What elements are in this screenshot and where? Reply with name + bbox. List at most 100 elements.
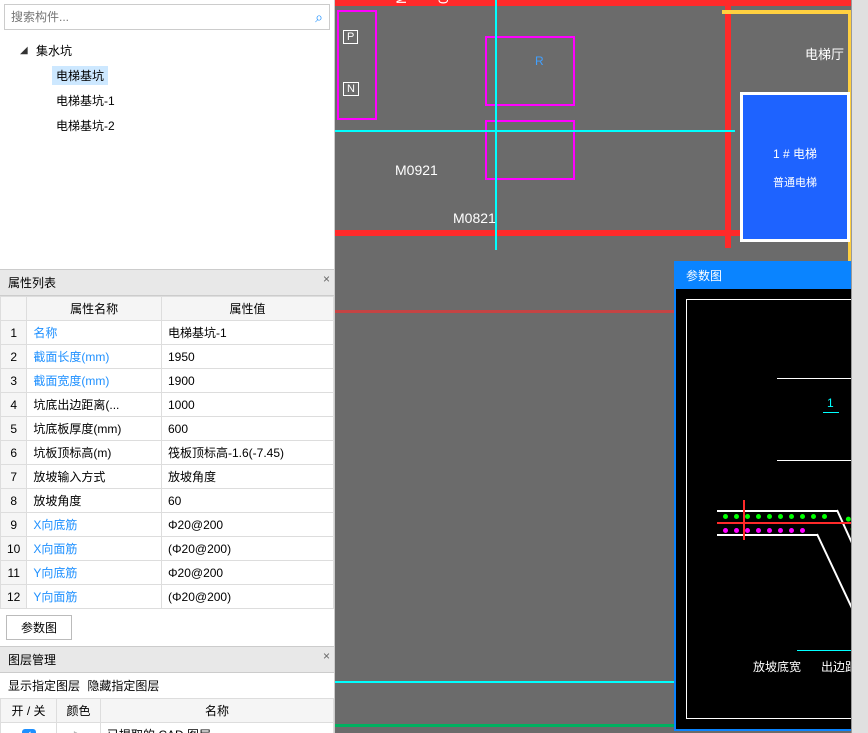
close-icon[interactable]: × — [323, 649, 330, 663]
row-number: 12 — [1, 585, 27, 609]
prop-value[interactable]: 电梯基坑-1 — [161, 321, 333, 345]
property-row[interactable]: 4坑底出边距离(...1000 — [1, 393, 334, 417]
elevator-hall-label: 电梯厅 — [805, 44, 844, 63]
layer-table: 开 / 关 颜色 名称 ✓ ▷ 已提取的 CAD 图层 ✓ ▷ CAD 原始图层 — [0, 698, 334, 733]
layer-tabs: 显示指定图层 隐藏指定图层 — [0, 673, 334, 698]
tree-label: 集水坑 — [32, 41, 76, 60]
out-edge-dist-label: 出边距离 — [821, 658, 868, 675]
door-label: M0821 — [453, 210, 496, 226]
rebar-dots — [723, 514, 827, 519]
tree-item-pit-0[interactable]: 电梯基坑 — [0, 63, 334, 88]
col-name: 名称 — [101, 699, 334, 723]
door-label: M0821 — [393, 0, 409, 4]
component-tree: ◢ 集水坑 电梯基坑 电梯基坑-1 电梯基坑-2 — [0, 34, 334, 269]
row-number: 11 — [1, 561, 27, 585]
prop-value[interactable]: Φ20@200 — [161, 513, 333, 537]
tree-root-sump[interactable]: ◢ 集水坑 — [0, 38, 334, 63]
row-number: 7 — [1, 465, 27, 489]
row-number: 8 — [1, 489, 27, 513]
prop-name: 放坡输入方式 — [27, 465, 162, 489]
grid-letter: R — [535, 54, 544, 68]
param-diagram-button[interactable]: 参数图 — [6, 615, 72, 640]
prop-value[interactable]: 放坡角度 — [161, 465, 333, 489]
tree-item-pit-1[interactable]: 电梯基坑-1 — [0, 88, 334, 113]
dialog-title-text: 参数图 — [686, 269, 722, 283]
expand-icon[interactable]: ▷ — [74, 728, 83, 733]
row-number: 5 — [1, 417, 27, 441]
col-prop-value: 属性值 — [161, 297, 333, 321]
property-row[interactable]: 11Y向底筋Φ20@200 — [1, 561, 334, 585]
prop-name: Y向底筋 — [27, 561, 162, 585]
section-diagram: 1 1 X向 — [687, 300, 868, 718]
row-number: 6 — [1, 441, 27, 465]
tree-label: 电梯基坑-2 — [52, 116, 119, 135]
prop-name: 截面宽度(mm) — [27, 369, 162, 393]
dialog-titlebar[interactable]: 参数图 × — [676, 263, 868, 289]
panel-title: 图层管理 — [8, 653, 56, 667]
prop-name: 放坡角度 — [27, 489, 162, 513]
row-number: 1 — [1, 321, 27, 345]
panel-title: 属性列表 — [8, 276, 56, 290]
prop-value[interactable]: 600 — [161, 417, 333, 441]
prop-name: Y向面筋 — [27, 585, 162, 609]
tree-label: 电梯基坑-1 — [52, 91, 119, 110]
param-diagram-dialog: 参数图 × 1 1 X向 — [675, 262, 868, 730]
layer-panel: 图层管理 × 显示指定图层 隐藏指定图层 开 / 关 颜色 名称 ✓ ▷ 已提取… — [0, 646, 334, 733]
tree-label: 电梯基坑 — [52, 66, 108, 85]
property-row[interactable]: 10X向面筋(Φ20@200) — [1, 537, 334, 561]
col-toggle: 开 / 关 — [1, 699, 57, 723]
chevron-down-icon: ◢ — [20, 45, 32, 56]
property-row[interactable]: 7放坡输入方式放坡角度 — [1, 465, 334, 489]
pit-top-elev-label: 坑板顶标高 — [861, 562, 868, 579]
tree-item-pit-2[interactable]: 电梯基坑-2 — [0, 113, 334, 138]
close-icon[interactable]: × — [323, 272, 330, 286]
left-panel: ⌕ ◢ 集水坑 电梯基坑 电梯基坑-1 电梯基坑-2 属性列表 × 属性名称 — [0, 0, 335, 733]
property-row[interactable]: 1名称电梯基坑-1 — [1, 321, 334, 345]
prop-name: 名称 — [27, 321, 162, 345]
property-row[interactable]: 2截面长度(mm)1950 — [1, 345, 334, 369]
prop-value[interactable]: 1950 — [161, 345, 333, 369]
search-icon[interactable]: ⌕ — [315, 9, 323, 26]
property-row[interactable]: 5坑底板厚度(mm)600 — [1, 417, 334, 441]
property-row[interactable]: 12Y向面筋(Φ20@200) — [1, 585, 334, 609]
prop-value[interactable]: 60 — [161, 489, 333, 513]
col-prop-name: 属性名称 — [27, 297, 162, 321]
layer-row[interactable]: ✓ ▷ 已提取的 CAD 图层 — [1, 723, 334, 733]
property-row[interactable]: 6坑板顶标高(m)筏板顶标高-1.6(-7.45) — [1, 441, 334, 465]
row-number: 10 — [1, 537, 27, 561]
search-bar: ⌕ — [4, 4, 330, 30]
grid-letter: P — [343, 30, 358, 44]
cad-viewport[interactable]: 1 # 电梯 普通电梯 电梯厅 M0921 M0821 M0821 0921 P… — [335, 0, 868, 733]
elevator-label-2: 普通电梯 — [743, 174, 847, 190]
prop-name: X向面筋 — [27, 537, 162, 561]
checkbox-icon[interactable]: ✓ — [22, 729, 36, 733]
slope-bottom-width-label: 放坡底宽 — [753, 658, 801, 675]
property-row[interactable]: 8放坡角度60 — [1, 489, 334, 513]
property-table: 属性名称 属性值 1名称电梯基坑-12截面长度(mm)19503截面宽度(mm)… — [0, 296, 334, 609]
elevator-label-1: 1 # 电梯 — [743, 145, 847, 162]
prop-value[interactable]: (Φ20@200) — [161, 537, 333, 561]
grid-letter: N — [343, 82, 359, 96]
prop-value[interactable]: Φ20@200 — [161, 561, 333, 585]
prop-name: 坑底板厚度(mm) — [27, 417, 162, 441]
col-color: 颜色 — [57, 699, 101, 723]
prop-value[interactable]: (Φ20@200) — [161, 585, 333, 609]
property-panel: 属性列表 × 属性名称 属性值 1名称电梯基坑-12截面长度(mm)19503截… — [0, 269, 334, 646]
prop-value[interactable]: 1900 — [161, 369, 333, 393]
rebar-dots — [723, 528, 805, 533]
col-blank — [1, 297, 27, 321]
property-row[interactable]: 9X向底筋Φ20@200 — [1, 513, 334, 537]
dialog-body: 1 1 X向 — [686, 299, 868, 719]
pit-bottom-thick-label: 坑底板厚度 — [861, 600, 868, 617]
door-label: M0921 — [395, 162, 438, 178]
property-row[interactable]: 3截面宽度(mm)1900 — [1, 369, 334, 393]
prop-name: 坑板顶标高(m) — [27, 441, 162, 465]
prop-name: 截面长度(mm) — [27, 345, 162, 369]
prop-value[interactable]: 筏板顶标高-1.6(-7.45) — [161, 441, 333, 465]
prop-name: 坑底出边距离(... — [27, 393, 162, 417]
search-input[interactable] — [11, 10, 315, 24]
row-number: 2 — [1, 345, 27, 369]
tab-hide-layers[interactable]: 隐藏指定图层 — [87, 679, 159, 693]
tab-show-layers[interactable]: 显示指定图层 — [8, 679, 80, 693]
prop-value[interactable]: 1000 — [161, 393, 333, 417]
